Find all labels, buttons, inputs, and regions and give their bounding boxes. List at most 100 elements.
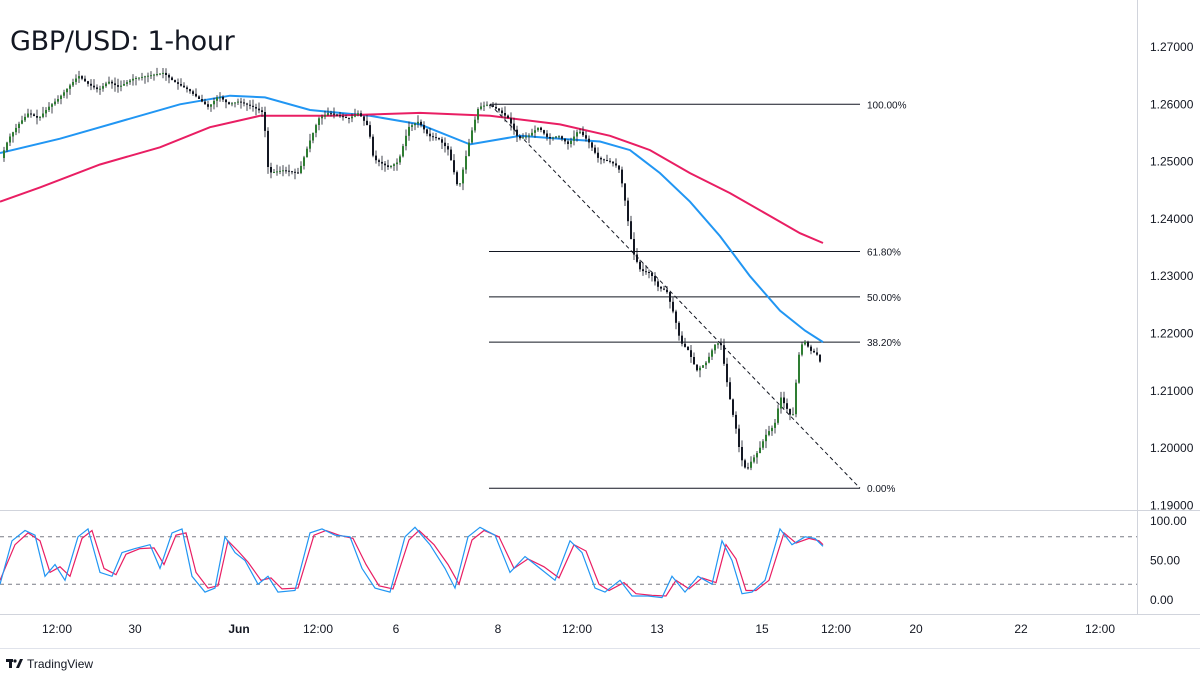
- price-tick-label: 1.22000: [1150, 327, 1194, 341]
- candle-body: [369, 125, 371, 137]
- candle-body: [474, 119, 476, 131]
- candle-body: [207, 104, 209, 107]
- candle-body: [567, 141, 569, 144]
- candle-body: [573, 136, 575, 141]
- candle-body: [132, 78, 134, 81]
- candle-body: [387, 165, 389, 167]
- candle-body: [288, 170, 290, 172]
- price-tick-label: 1.27000: [1150, 40, 1194, 54]
- oscillator-axis[interactable]: 100.00 50.00 0.00: [1150, 514, 1187, 607]
- candle-body: [84, 78, 86, 82]
- candle-body: [816, 352, 818, 355]
- candle-body: [324, 114, 326, 117]
- candle-body: [762, 441, 764, 448]
- oscillator-tick-label: 100.00: [1150, 514, 1187, 528]
- price-tick-label: 1.21000: [1150, 384, 1194, 398]
- candle-body: [576, 132, 578, 137]
- candle-body: [657, 281, 659, 287]
- candle-body: [339, 115, 341, 117]
- candle-body: [720, 343, 722, 346]
- candle-body: [804, 341, 806, 345]
- candle-body: [687, 346, 689, 351]
- candle-body: [81, 76, 83, 79]
- candle-body: [660, 286, 662, 289]
- candle-body: [753, 457, 755, 462]
- candle-body: [399, 156, 401, 163]
- candle-body: [144, 76, 146, 78]
- candle-body: [651, 272, 653, 276]
- candle-body: [126, 82, 128, 84]
- price-tick-label: 1.19000: [1150, 498, 1194, 512]
- candle-body: [3, 150, 5, 158]
- brand-footer[interactable]: TradingView: [6, 657, 93, 671]
- candle-body: [249, 104, 251, 106]
- candle-body: [123, 84, 125, 86]
- time-tick-label: 12:00: [821, 622, 851, 636]
- candle-body: [66, 88, 68, 93]
- candle-body: [459, 183, 461, 185]
- candle-body: [750, 461, 752, 468]
- candle-body: [279, 170, 281, 172]
- moving-averages: [0, 94, 824, 343]
- candle-body: [213, 100, 215, 105]
- fib-level-label: 0.00%: [867, 484, 895, 495]
- price-axis[interactable]: 1.27000 1.26000 1.25000 1.24000 1.23000 1.220…: [1150, 40, 1194, 512]
- candle-body: [744, 460, 746, 468]
- candle-body: [342, 116, 344, 118]
- candle-body: [483, 105, 485, 107]
- candle-body: [813, 350, 815, 353]
- candle-body: [711, 350, 713, 357]
- candle-body: [315, 125, 317, 133]
- fibonacci-retracement[interactable]: 100.00% 61.80% 50.00% 38.20% 0.00%: [489, 100, 907, 495]
- candle-body: [777, 408, 779, 423]
- candle-body: [378, 160, 380, 162]
- candle-body: [669, 292, 671, 302]
- candle-body: [198, 96, 200, 99]
- candle-body: [15, 127, 17, 133]
- candle-body: [345, 117, 347, 118]
- candle-body: [396, 162, 398, 165]
- candle-body: [579, 131, 581, 133]
- candle-body: [258, 108, 260, 111]
- candle-body: [699, 367, 701, 371]
- candle-body: [300, 165, 302, 173]
- candle-body: [69, 85, 71, 89]
- candle-body: [537, 127, 539, 131]
- time-axis[interactable]: 12:00 30 Jun 12:00 6 8 12:00 13 15 12:00 20 22 12:00: [42, 622, 1115, 636]
- candle-body: [417, 121, 419, 124]
- time-tick-label: 12:00: [42, 622, 72, 636]
- candle-body: [12, 132, 14, 137]
- candle-body: [312, 132, 314, 141]
- candle-body: [774, 422, 776, 428]
- candle-body: [186, 87, 188, 90]
- candle-body: [504, 113, 506, 116]
- candle-body: [792, 414, 794, 416]
- candle-body: [96, 87, 98, 90]
- price-tick-label: 1.20000: [1150, 441, 1194, 455]
- candle-body: [102, 86, 104, 89]
- candle-body: [807, 341, 809, 347]
- candle-body: [306, 148, 308, 158]
- candle-body: [723, 345, 725, 364]
- chart-title: GBP/USD: 1-hour: [10, 26, 235, 57]
- candle-body: [420, 121, 422, 126]
- stochastic-k-line: [0, 526, 824, 599]
- candle-body: [666, 289, 668, 293]
- candle-body: [735, 414, 737, 429]
- candle-body: [633, 239, 635, 255]
- candle-body: [63, 92, 65, 96]
- candle-body: [327, 113, 329, 115]
- candle-body: [453, 160, 455, 173]
- candle-body: [450, 149, 452, 161]
- candle-body: [456, 172, 458, 185]
- candle-body: [39, 116, 41, 118]
- candle-body: [366, 120, 368, 126]
- candle-body: [390, 165, 392, 167]
- stochastic-d-line: [0, 529, 824, 597]
- candle-body: [654, 276, 656, 282]
- candle-body: [273, 172, 275, 173]
- candle-body: [627, 200, 629, 222]
- candle-body: [177, 82, 179, 84]
- candle-body: [348, 117, 350, 119]
